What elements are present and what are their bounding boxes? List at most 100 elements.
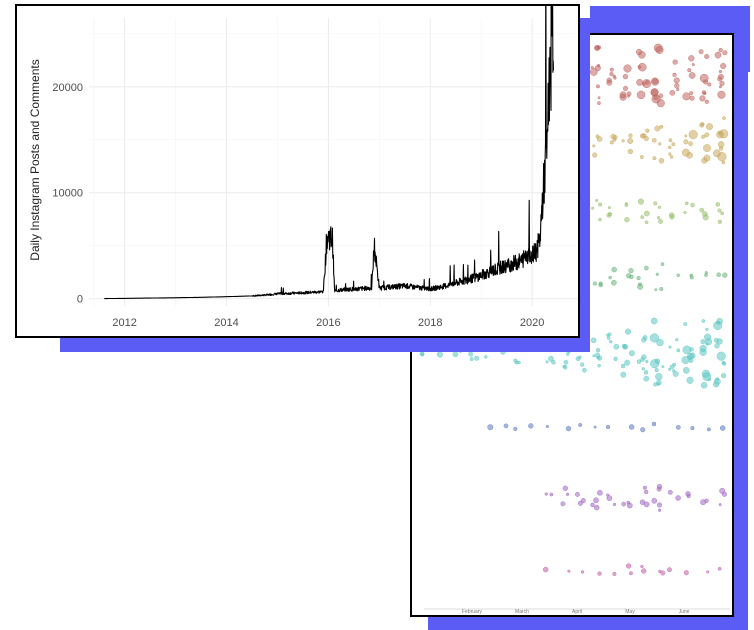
swarm-point [563,359,569,365]
swarm-point [672,72,677,77]
swarm-point [641,337,647,343]
swarm-point [608,275,612,280]
swarm-point [597,571,602,576]
swarm-point [717,219,722,224]
swarm-point [706,123,713,131]
swarm-point [637,198,644,205]
swarm-point [624,203,629,207]
swarm-point [720,211,725,216]
swarm-point [636,276,641,281]
y-tick-label: 20000 [52,82,83,94]
swarm-point [562,364,566,369]
swarm-point [640,564,644,569]
swarm-point [598,202,603,207]
swarm-point [643,375,650,382]
swarm-point [627,94,631,98]
swarm-point [642,485,647,490]
swarm-point [717,141,725,148]
swarm-point [598,282,603,288]
swarm-point [611,266,617,273]
swarm-point [628,424,635,430]
swarm-point [701,157,708,164]
swarm-point [686,376,694,384]
swarm-point [567,569,571,573]
swarm-point [669,155,674,159]
swarm-point [592,354,596,358]
swarm-point [676,348,681,353]
swarm-point [717,208,722,213]
swarm-point [654,368,659,373]
swarm-point [650,77,659,86]
swarm-point [619,93,627,101]
y-tick-label: 10000 [52,188,83,200]
swarm-point [560,501,566,507]
swarm-point [606,333,610,337]
swarm-point [612,502,617,506]
swarm-point [683,210,687,214]
swarm-point [699,95,706,102]
swarm-point [641,568,647,574]
swarm-point [590,502,595,508]
swarm-point [627,138,634,144]
swarm-point [716,321,720,325]
swarm-point [698,49,704,55]
swarm-point [667,567,672,573]
swarm-point [607,206,611,210]
swarm-point [643,370,649,375]
swarm-point [626,563,632,569]
swarm-point [702,91,707,96]
swarm-point [721,373,727,379]
swarm-point [716,351,726,361]
swarm-point [689,275,694,280]
swarm-point [582,367,587,373]
swarm-x-tick-label: March [515,609,529,615]
swarm-point [627,148,634,155]
swarm-point [597,96,601,100]
swarm-point [654,288,658,292]
swarm-point [645,128,650,133]
swarm-point [594,44,600,51]
swarm-point [592,144,596,148]
swarm-point [688,130,698,140]
swarm-point [620,363,626,369]
swarm-point [713,149,721,158]
swarm-point [609,67,614,72]
swarm-point [641,354,647,360]
swarm-point [474,355,479,361]
swarm-point [544,492,548,496]
swarm-point [654,125,661,132]
swarm-point [658,142,662,146]
swarm-point [659,124,664,129]
swarm-point [636,359,642,364]
swarm-point [528,423,534,429]
swarm-point [513,358,518,363]
swarm-point [684,134,688,138]
swarm-point [578,423,583,427]
swarm-point [645,359,649,364]
swarm-point [707,378,711,382]
swarm-point [640,427,646,433]
swarm-point [690,203,695,208]
swarm-point [565,426,572,432]
swarm-point [702,214,709,221]
swarm-point [704,54,710,60]
swarm-point [672,59,678,65]
swarm-point [580,570,585,574]
swarm-point [719,487,726,494]
swarm-point [468,351,474,357]
swarm-point [673,77,680,84]
swarm-point [718,48,723,53]
swarm-point [658,508,662,512]
swarm-point [606,77,612,83]
swarm-point [718,503,722,506]
swarm-point [649,333,659,343]
swarm-point [611,279,617,286]
swarm-point [653,43,663,53]
swarm-point [640,215,645,220]
swarm-point [637,65,642,69]
swarm-point [591,206,595,210]
swarm-point [628,268,634,274]
swarm-point [644,220,649,225]
swarm-point [609,140,614,145]
swarm-point [690,426,695,431]
